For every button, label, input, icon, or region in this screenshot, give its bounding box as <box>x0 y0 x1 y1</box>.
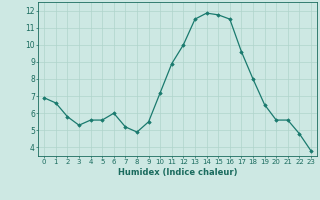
X-axis label: Humidex (Indice chaleur): Humidex (Indice chaleur) <box>118 168 237 177</box>
